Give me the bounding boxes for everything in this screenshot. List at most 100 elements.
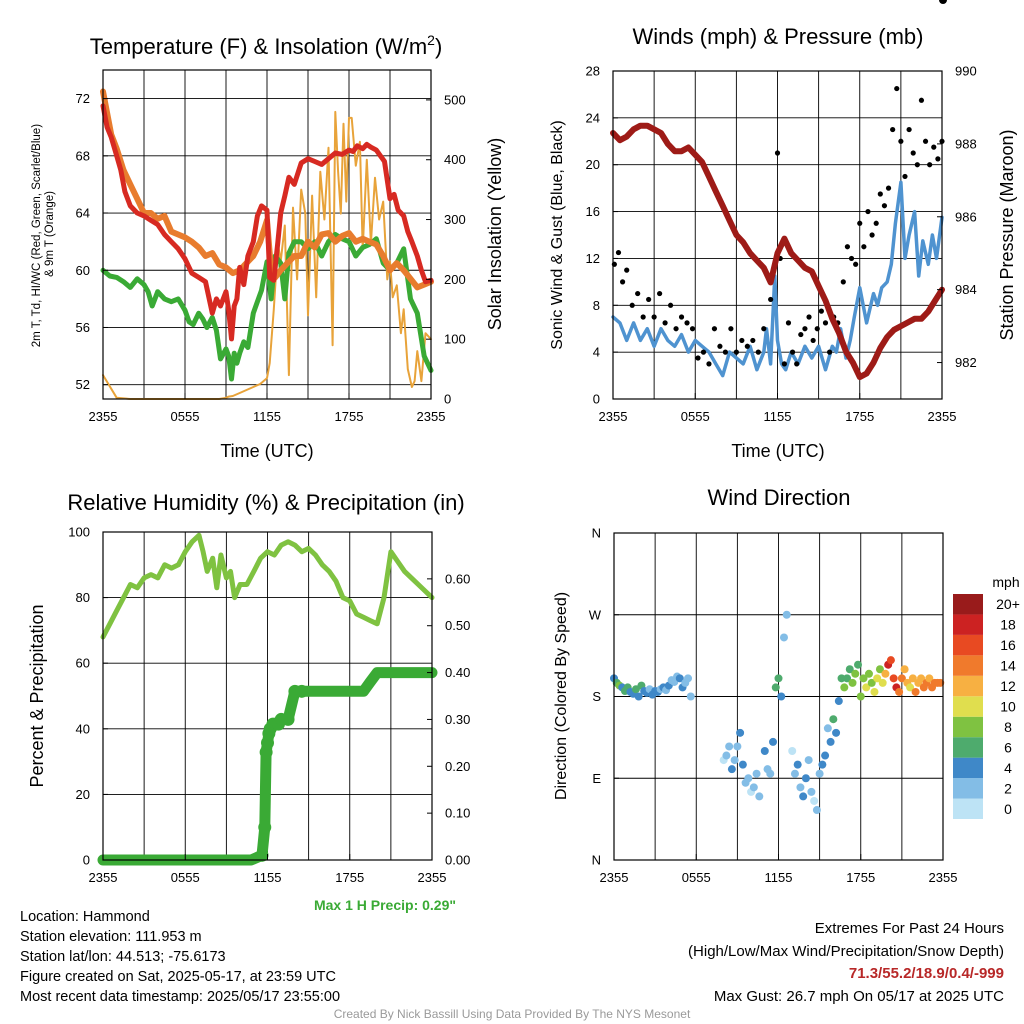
series-point <box>700 349 707 355</box>
series-point <box>935 156 941 162</box>
series-point <box>822 320 829 326</box>
direction-point <box>859 674 868 683</box>
series-point <box>619 279 626 285</box>
direction-point <box>788 747 797 755</box>
x-tick-label: 0555 <box>682 870 711 885</box>
y-tick-label: 16 <box>586 204 600 219</box>
x-tick-label: 0555 <box>171 870 200 885</box>
y-tick-label: N <box>592 853 601 868</box>
direction-point <box>738 760 747 769</box>
series-point <box>673 326 679 332</box>
colorbar-tick-label: 8 <box>1004 719 1012 735</box>
colorbar-swatch <box>953 737 983 758</box>
x-tick-label: 2355 <box>928 409 957 424</box>
series-point <box>646 296 652 303</box>
y-tick-label: 56 <box>76 320 90 335</box>
direction-point <box>889 674 898 683</box>
series-point <box>802 326 808 332</box>
series-point <box>728 326 734 332</box>
y-tick-label: 52 <box>76 377 90 392</box>
direction-point <box>766 769 775 778</box>
x-tick-label: 2355 <box>418 870 447 885</box>
wind-direction-plot-frame <box>613 532 944 861</box>
series-point <box>826 349 833 355</box>
direction-point <box>870 687 879 696</box>
series-point <box>695 355 701 361</box>
winds-panel: Winds (mph) & Pressure (mb) 2355 0555 1155… <box>549 24 1017 461</box>
series-point <box>768 296 774 303</box>
direction-point <box>875 665 884 674</box>
series-point <box>910 150 916 156</box>
y2-tick-label: 400 <box>444 152 466 167</box>
colorbar-tick-label: 12 <box>1000 678 1016 694</box>
extremes-title: Extremes For Past 24 Hours <box>814 920 1004 937</box>
location-text: Location: Hammond <box>20 909 150 925</box>
series-point <box>733 349 739 355</box>
direction-point <box>779 633 788 642</box>
series-point <box>722 349 729 355</box>
direction-point <box>832 728 841 737</box>
extremes-values: 71.3/55.2/18.9/0.4/-999 <box>848 965 1004 982</box>
series-point <box>750 337 756 344</box>
wind-direction-ylabel: Direction (Colored By Speed) <box>553 592 570 800</box>
y2-tick-label: 0.10 <box>445 806 470 821</box>
precip-point <box>255 848 269 862</box>
x-tick-label: 1155 <box>254 870 282 885</box>
y2-tick-label: 100 <box>444 332 466 347</box>
direction-point <box>906 683 915 692</box>
direction-point <box>897 674 906 683</box>
series-point <box>706 361 712 367</box>
y-tick-label: 68 <box>76 148 90 163</box>
direction-point <box>848 678 857 687</box>
x-tick-label: 2355 <box>89 870 118 885</box>
temperature-ylabel-line2: & 9m T (Orange) <box>44 191 56 277</box>
series-point <box>662 320 668 326</box>
x-tick-label: 2355 <box>599 409 628 424</box>
winds-plot-frame <box>612 70 943 400</box>
humidity-line <box>100 532 435 640</box>
temperature-title: Temperature (F) & Insolation (W/m2) <box>90 32 443 59</box>
series-point <box>906 126 912 133</box>
series-point <box>869 232 875 238</box>
direction-point <box>733 742 742 751</box>
elevation-text: Station elevation: 111.953 m <box>20 929 202 945</box>
series-point <box>755 349 761 355</box>
y2-tick-label: 0.60 <box>445 571 470 586</box>
y2-tick-label: 0.00 <box>445 853 470 868</box>
series-point <box>894 85 900 92</box>
winds-ylabel: Sonic Wind & Gust (Blue, Black) <box>549 120 566 349</box>
y-tick-label: 0 <box>83 853 90 868</box>
colorbar-tick-label: 10 <box>1000 699 1016 715</box>
temperature-panel: Temperature (F) & Insolation (W/m2) 2355… <box>31 32 505 461</box>
direction-point <box>843 674 852 683</box>
direction-point <box>873 674 882 683</box>
colorbar-tick-label: 18 <box>1000 617 1016 633</box>
latlon-text: Station lat/lon: 44.513; -75.6173 <box>20 949 226 965</box>
y2-tick-label: 0.50 <box>445 618 470 633</box>
y2-tick-label: 982 <box>955 355 977 370</box>
series-point <box>857 220 863 226</box>
y2-tick-label: 0 <box>444 392 451 407</box>
series-line <box>100 103 434 342</box>
direction-point <box>777 692 786 701</box>
direction-point <box>829 715 838 724</box>
colorbar-swatch <box>953 778 983 799</box>
series-point <box>789 349 796 355</box>
direction-point <box>804 756 813 765</box>
series-point <box>635 290 641 297</box>
humidity-ylabel: Percent & Precipitation <box>27 604 47 787</box>
wind-direction-panel: Wind Direction 2355 0555 1155 1755 2355 N E S W N… <box>553 0 1020 885</box>
direction-point <box>782 610 791 619</box>
direction-point <box>634 692 643 701</box>
y-tick-label: 60 <box>76 263 90 278</box>
colorbar-tick-label: 0 <box>1004 801 1012 817</box>
direction-point <box>823 724 832 733</box>
series-point <box>689 326 696 332</box>
direction-point <box>812 806 821 815</box>
series-point <box>667 302 674 308</box>
x-tick-label: 1755 <box>845 409 874 424</box>
winds-title: Winds (mph) & Pressure (mb) <box>633 24 924 49</box>
colorbar-tick-label: 20+ <box>996 596 1020 612</box>
colorbar-swatch <box>953 655 983 676</box>
created-text: Figure created on Sat, 2025-05-17, at 23… <box>20 969 336 985</box>
